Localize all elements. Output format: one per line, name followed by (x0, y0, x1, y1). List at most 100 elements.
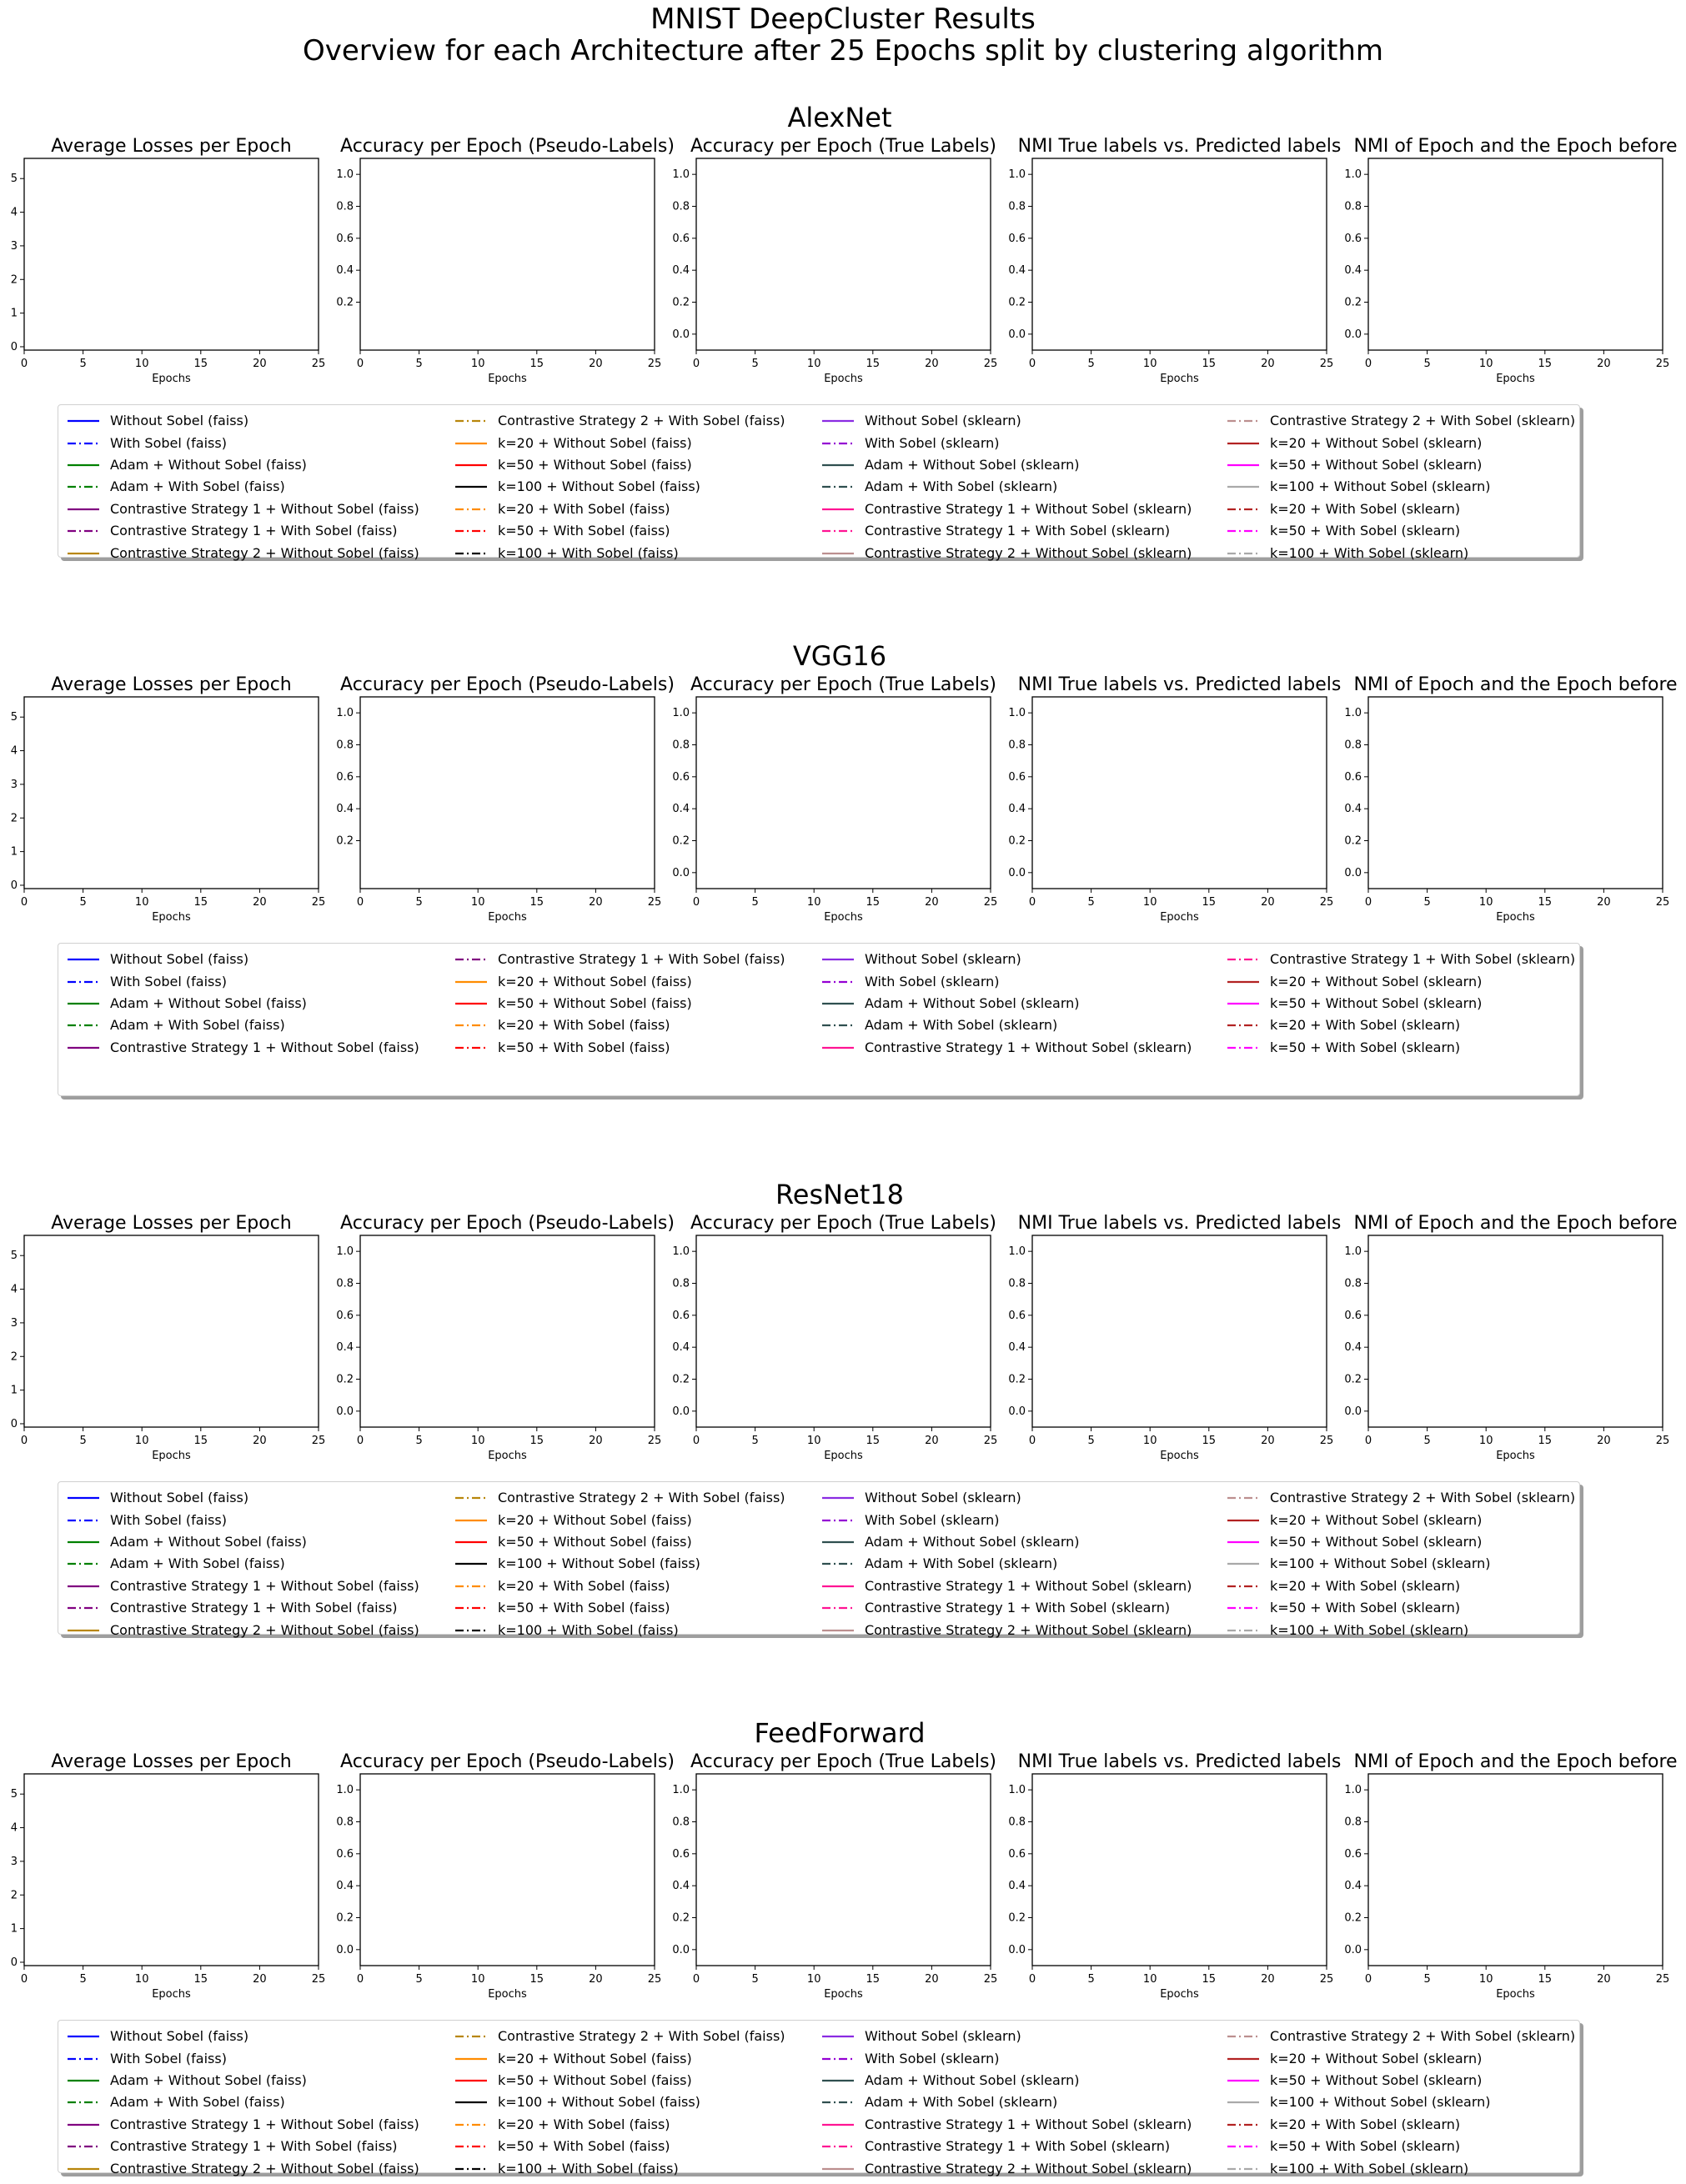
legend-label: Contrastive Strategy 1 + Without Sobel (… (865, 2116, 1192, 2132)
legend-label: Adam + With Sobel (faiss) (110, 2094, 285, 2111)
legend-entry: k=100 + Without Sobel (sklearn) (1227, 1553, 1575, 1575)
legend-entry: Contrastive Strategy 1 + With Sobel (fai… (454, 949, 785, 970)
legend-label: Adam + With Sobel (faiss) (110, 1555, 285, 1572)
y-tick-label: 1 (11, 1923, 18, 1936)
y-tick-label: 4 (11, 1284, 18, 1296)
legend-label: Contrastive Strategy 1 + With Sobel (skl… (865, 2138, 1171, 2155)
legend-label: Contrastive Strategy 1 + Without Sobel (… (865, 1577, 1192, 1594)
y-tick-label: 1.0 (672, 1784, 690, 1796)
legend-label: With Sobel (sklearn) (865, 1511, 1000, 1528)
panel-title: Accuracy per Epoch (True Labels) (690, 674, 996, 695)
legend-swatch (68, 2057, 99, 2060)
x-axis-label: Epochs (488, 1988, 527, 2001)
legend-entry: k=100 + With Sobel (faiss) (454, 2157, 785, 2179)
y-tick-label: 0.0 (672, 1944, 690, 1956)
architecture-title: VGG16 (793, 640, 886, 672)
legend-label: Adam + Without Sobel (faiss) (110, 456, 307, 473)
x-tick-label: 25 (1656, 1973, 1670, 1986)
legend-label: Without Sobel (faiss) (110, 951, 249, 968)
y-tick-label: 0.0 (336, 1944, 354, 1956)
y-tick-label: 0.2 (1008, 297, 1026, 309)
y-tick-label: 1.0 (672, 168, 690, 181)
y-tick-label: 0.6 (1008, 1848, 1026, 1861)
y-tick-label: 0 (11, 341, 18, 353)
legend-swatch (822, 508, 854, 510)
x-tick-label: 10 (135, 358, 149, 370)
y-tick-label: 0.2 (336, 835, 354, 848)
legend-entry: k=20 + With Sobel (sklearn) (1227, 2114, 1575, 2136)
legend-label: Contrastive Strategy 2 + Without Sobel (… (110, 544, 419, 561)
y-tick-label: 0.8 (1344, 1816, 1362, 1829)
legend-label: Contrastive Strategy 2 + Without Sobel (… (110, 2160, 419, 2176)
y-tick-label: 1 (11, 1385, 18, 1397)
x-tick-label: 20 (253, 1973, 267, 1986)
x-tick-label: 25 (984, 358, 998, 370)
x-tick-label: 10 (471, 1435, 485, 1447)
y-tick-label: 1.0 (672, 707, 690, 719)
y-tick-label: 0.2 (1344, 1912, 1362, 1925)
legend-swatch (68, 2101, 99, 2104)
legend-entry: k=100 + Without Sobel (sklearn) (1227, 2091, 1575, 2113)
legend-label: k=100 + Without Sobel (faiss) (498, 1555, 700, 1572)
legend-entry: k=50 + With Sobel (sklearn) (1227, 1037, 1575, 1059)
legend-swatch (822, 530, 854, 533)
plot-area (1367, 1773, 1663, 1966)
x-tick-label: 25 (1656, 896, 1670, 909)
y-tick-label: 0.2 (1008, 835, 1026, 848)
legend-swatch (1227, 1519, 1259, 1521)
x-tick-label: 5 (751, 896, 758, 909)
plot-area (695, 158, 991, 351)
x-tick-label: 10 (135, 1973, 149, 1986)
legend-column: Without Sobel (faiss) With Sobel (faiss) A… (67, 2026, 419, 2180)
legend-label: Adam + Without Sobel (sklearn) (865, 2071, 1080, 2088)
x-tick-label: 10 (471, 358, 485, 370)
y-tick-label: 5 (11, 173, 18, 185)
y-tick-label: 0.0 (1008, 1405, 1026, 1418)
legend-swatch (822, 1629, 854, 1631)
y-tick-label: 0.0 (1344, 1944, 1362, 1956)
y-tick-label: 0.2 (672, 1374, 690, 1386)
y-tick-label: 0.8 (1344, 1278, 1362, 1290)
x-tick-label: 15 (194, 896, 208, 909)
y-tick-label: 3 (11, 1856, 18, 1868)
legend: Without Sobel (faiss) With Sobel (faiss) A… (58, 1481, 1580, 1638)
legend-label: k=50 + With Sobel (sklearn) (1270, 1039, 1461, 1055)
legend-entry: k=50 + With Sobel (faiss) (454, 2136, 785, 2157)
legend-entry: Adam + With Sobel (sklearn) (821, 476, 1192, 498)
legend-swatch (455, 1519, 487, 1521)
x-tick-label: 25 (1656, 1435, 1670, 1447)
legend-label: k=100 + Without Sobel (sklearn) (1270, 1555, 1491, 1572)
legend-label: Adam + With Sobel (sklearn) (865, 1017, 1058, 1034)
legend-entry: k=50 + With Sobel (sklearn) (1227, 520, 1575, 542)
x-tick-label: 5 (1087, 358, 1094, 370)
architecture-title: ResNet18 (775, 1179, 904, 1210)
legend-swatch (822, 2123, 854, 2126)
legend-entry: Contrastive Strategy 2 + With Sobel (skl… (1227, 2026, 1575, 2047)
legend-entry: Without Sobel (sklearn) (821, 949, 1192, 970)
legend-label: k=20 + With Sobel (sklearn) (1270, 2116, 1461, 2132)
legend-entry: Adam + Without Sobel (sklearn) (821, 993, 1192, 1014)
y-tick-label: 1.0 (1344, 168, 1362, 181)
legend-label: k=20 + Without Sobel (sklearn) (1270, 434, 1483, 451)
x-tick-label: 20 (1597, 896, 1611, 909)
legend-entry: Contrastive Strategy 2 + Without Sobel (… (67, 1619, 419, 1641)
legend-swatch (1227, 980, 1259, 983)
y-tick-label: 0.6 (336, 1848, 354, 1861)
legend-swatch (822, 1519, 854, 1521)
legend-swatch (455, 2101, 487, 2104)
legend-swatch (1227, 1540, 1259, 1544)
x-tick-label: 10 (135, 896, 149, 909)
panel-title: NMI True labels vs. Predicted labels (1018, 1751, 1342, 1772)
y-tick-label: 2 (11, 1350, 18, 1363)
legend-entry: With Sobel (sklearn) (821, 1509, 1192, 1530)
y-tick-label: 0.4 (672, 264, 690, 277)
y-tick-label: 3 (11, 240, 18, 253)
legend-entry: Adam + With Sobel (faiss) (67, 2091, 419, 2113)
legend-swatch (822, 2079, 854, 2082)
legend-swatch (68, 1540, 99, 1544)
x-tick-label: 10 (1143, 1973, 1157, 1986)
x-tick-label: 5 (1423, 1435, 1430, 1447)
x-tick-label: 5 (79, 358, 86, 370)
legend-label: k=20 + Without Sobel (faiss) (498, 2050, 692, 2066)
y-tick-label: 0.0 (672, 1405, 690, 1418)
